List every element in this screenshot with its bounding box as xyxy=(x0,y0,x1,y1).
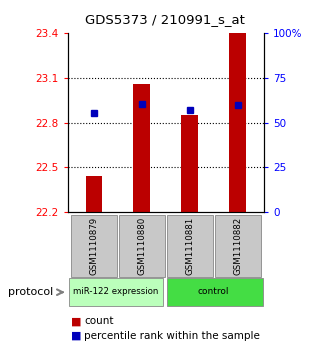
Text: ■: ■ xyxy=(71,331,82,341)
Bar xyxy=(69,278,163,306)
Bar xyxy=(167,215,213,277)
Text: ■: ■ xyxy=(71,316,82,326)
Bar xyxy=(167,278,263,306)
Text: percentile rank within the sample: percentile rank within the sample xyxy=(84,331,260,341)
Text: GDS5373 / 210991_s_at: GDS5373 / 210991_s_at xyxy=(85,13,245,26)
Bar xyxy=(71,215,117,277)
Text: protocol: protocol xyxy=(8,287,53,297)
Bar xyxy=(229,33,246,212)
Text: count: count xyxy=(84,316,114,326)
Text: GSM1110879: GSM1110879 xyxy=(89,217,98,275)
Text: GSM1110880: GSM1110880 xyxy=(137,217,147,275)
Text: GSM1110881: GSM1110881 xyxy=(185,217,194,275)
Bar xyxy=(85,176,102,212)
Bar xyxy=(134,83,150,212)
Text: GSM1110882: GSM1110882 xyxy=(233,217,242,275)
Bar xyxy=(215,215,261,277)
Bar xyxy=(182,115,198,212)
Bar xyxy=(119,215,165,277)
Text: miR-122 expression: miR-122 expression xyxy=(73,287,159,296)
Text: control: control xyxy=(198,287,229,296)
